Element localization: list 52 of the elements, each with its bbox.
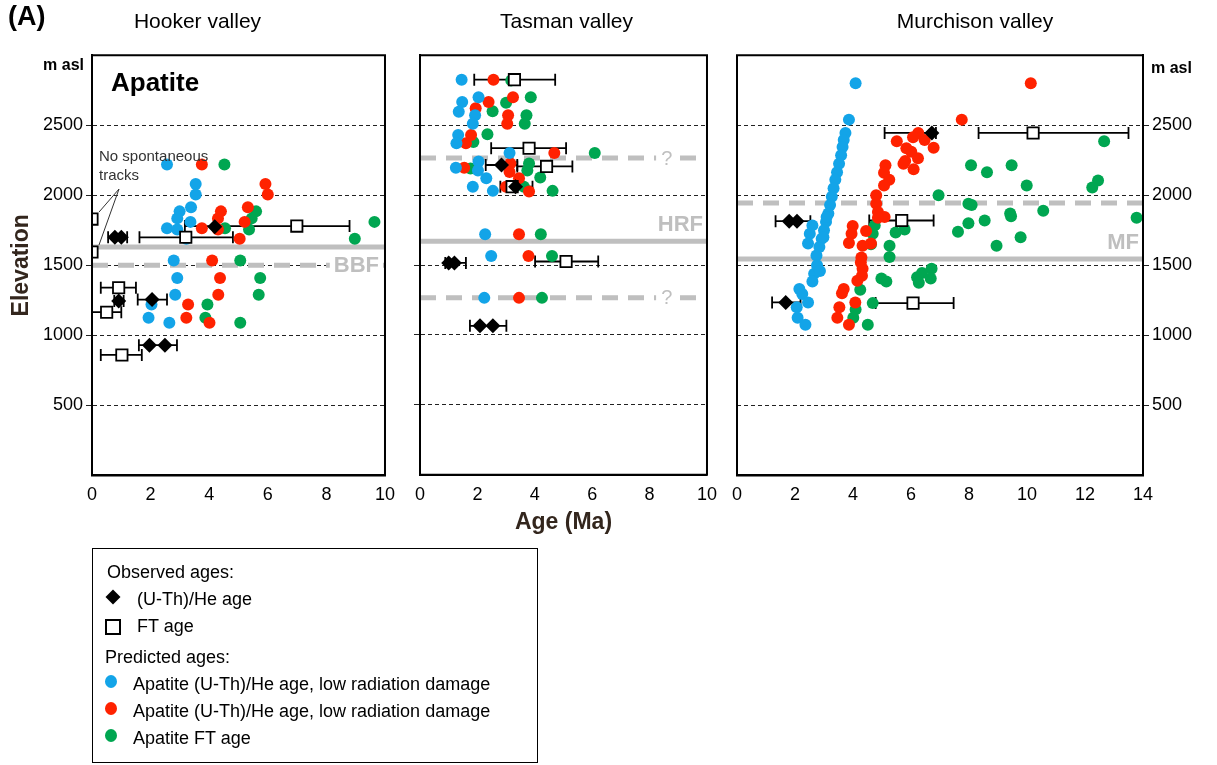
ref-line-label: ? bbox=[661, 286, 673, 309]
legend-label: (U-Th)/He age bbox=[137, 589, 253, 610]
legend-label: Apatite (U-Th)/He age, low radiation damage bbox=[133, 701, 491, 722]
x-tick-label: 2 bbox=[472, 483, 483, 504]
y-tick-label: 1000 bbox=[1152, 324, 1193, 345]
y-axis-title: Elevation bbox=[7, 214, 34, 317]
y-tick-label: 500 bbox=[1152, 394, 1183, 415]
x-tick-label: 0 bbox=[414, 483, 426, 504]
chart-title: Murchison valley bbox=[896, 9, 1054, 33]
text: Predicted ages: bbox=[105, 646, 232, 669]
x-tick-label: 2 bbox=[145, 484, 156, 505]
x-tick-label: 4 bbox=[204, 484, 215, 505]
x-tick-label: 8 bbox=[644, 483, 655, 504]
annotation: No spontaneous tracks bbox=[99, 146, 209, 183]
legend-label: Apatite (U-Th)/He age, low radiation damage bbox=[133, 674, 491, 695]
annotation: Apatite bbox=[111, 67, 200, 98]
ref-line-label: ? bbox=[661, 146, 673, 169]
y-tick-label: 500 bbox=[52, 394, 83, 415]
y-tick-label: 1000 bbox=[42, 324, 83, 345]
x-tick-label: 12 bbox=[1074, 484, 1096, 505]
y-tick-label: 2500 bbox=[1152, 114, 1193, 135]
y-tick-label: 1500 bbox=[42, 254, 83, 275]
x-tick-label: 6 bbox=[587, 483, 598, 504]
text: m asl bbox=[43, 55, 84, 73]
legend-label: FT age bbox=[137, 616, 194, 637]
ref-line-label: HRF bbox=[657, 211, 703, 237]
x-tick-label: 0 bbox=[86, 484, 98, 505]
x-tick-label: 10 bbox=[1016, 484, 1038, 505]
y-tick-label: 2500 bbox=[42, 114, 83, 135]
x-tick-label: 8 bbox=[321, 484, 332, 505]
text: m asl bbox=[1151, 58, 1192, 76]
ref-line-label: MF bbox=[1107, 229, 1139, 255]
chart-title: Hooker valley bbox=[133, 9, 262, 33]
text: (A) bbox=[8, 0, 46, 31]
y-tick-label: 1500 bbox=[1152, 254, 1193, 275]
x-tick-label: 6 bbox=[905, 484, 917, 505]
x-tick-label: 8 bbox=[963, 484, 975, 505]
legend-label: Apatite FT age bbox=[133, 728, 251, 749]
chart-title: Tasman valley bbox=[499, 9, 634, 33]
x-tick-label: 4 bbox=[847, 484, 859, 505]
x-tick-label: 14 bbox=[1132, 484, 1154, 505]
x-tick-label: 10 bbox=[374, 484, 395, 505]
y-tick-label: 2000 bbox=[1152, 184, 1193, 205]
legend-title: Observed ages: bbox=[106, 561, 236, 584]
x-tick-label: 0 bbox=[731, 484, 743, 505]
x-tick-label: 10 bbox=[696, 483, 717, 504]
x-tick-label: 4 bbox=[529, 483, 540, 504]
ref-line-label: BBF bbox=[333, 252, 379, 278]
x-tick-label: 2 bbox=[789, 484, 801, 505]
y-tick-label: 2000 bbox=[42, 184, 83, 205]
x-tick-label: 6 bbox=[262, 484, 273, 505]
x-axis-title: Age (Ma) bbox=[514, 507, 613, 534]
